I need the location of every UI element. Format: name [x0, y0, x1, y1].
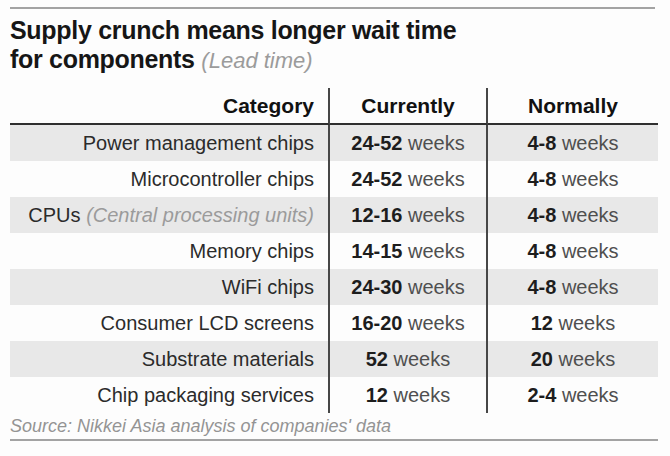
- normally-unit: weeks: [562, 240, 619, 262]
- normally-unit: weeks: [562, 384, 619, 406]
- category-label: CPUs: [28, 204, 80, 226]
- currently-value: 12-16: [351, 204, 402, 226]
- lead-time-table: Category Currently Normally Power manage…: [10, 88, 658, 413]
- category-cell: Memory chips: [10, 233, 330, 269]
- column-header-normally: Normally: [488, 88, 658, 125]
- chart-title: Supply crunch means longer wait timefor …: [10, 16, 456, 75]
- category-cell: CPUs (Central processing units): [10, 197, 330, 233]
- category-label: Memory chips: [190, 240, 314, 262]
- table-row-power-management-chips: Power management chips 24-52 weeks 4-8 w…: [10, 125, 658, 161]
- currently-unit: weeks: [408, 204, 465, 226]
- table-row-microcontroller-chips: Microcontroller chips 24-52 weeks 4-8 we…: [10, 161, 658, 197]
- normally-unit: weeks: [562, 204, 619, 226]
- source-note: Source: Nikkei Asia analysis of companie…: [10, 416, 391, 437]
- bottom-rule: [10, 439, 658, 441]
- category-label: Consumer LCD screens: [101, 312, 314, 334]
- normally-cell: 4-8 weeks: [488, 197, 658, 233]
- currently-cell: 52 weeks: [330, 341, 488, 377]
- currently-value: 24-52: [351, 168, 402, 190]
- normally-cell: 4-8 weeks: [488, 161, 658, 197]
- currently-value: 24-30: [351, 276, 402, 298]
- currently-value: 24-52: [351, 132, 402, 154]
- category-label: Microcontroller chips: [131, 168, 314, 190]
- currently-value: 16-20: [351, 312, 402, 334]
- category-cell: Chip packaging services: [10, 377, 330, 413]
- normally-value: 2-4: [527, 384, 556, 406]
- currently-cell: 12 weeks: [330, 377, 488, 413]
- normally-cell: 12 weeks: [488, 305, 658, 341]
- lead-time-infographic: Supply crunch means longer wait timefor …: [0, 0, 670, 456]
- currently-cell: 24-52 weeks: [330, 161, 488, 197]
- currently-unit: weeks: [408, 276, 465, 298]
- column-header-currently: Currently: [330, 88, 488, 125]
- normally-value: 20: [531, 348, 553, 370]
- table-row-cpus: CPUs (Central processing units) 12-16 we…: [10, 197, 658, 233]
- currently-unit: weeks: [408, 132, 465, 154]
- currently-cell: 14-15 weeks: [330, 233, 488, 269]
- table-row-consumer-lcd-screens: Consumer LCD screens 16-20 weeks 12 week…: [10, 305, 658, 341]
- chart-subtitle: (Lead time): [201, 48, 312, 73]
- normally-value: 4-8: [527, 204, 556, 226]
- normally-cell: 2-4 weeks: [488, 377, 658, 413]
- table-row-substrate-materials: Substrate materials 52 weeks 20 weeks: [10, 341, 658, 377]
- category-cell: WiFi chips: [10, 269, 330, 305]
- currently-unit: weeks: [394, 384, 451, 406]
- category-label: Substrate materials: [142, 348, 314, 370]
- normally-unit: weeks: [562, 132, 619, 154]
- currently-value: 52: [366, 348, 388, 370]
- table-row-memory-chips: Memory chips 14-15 weeks 4-8 weeks: [10, 233, 658, 269]
- column-header-category: Category: [10, 88, 330, 125]
- top-rule: [10, 7, 655, 9]
- category-cell: Microcontroller chips: [10, 161, 330, 197]
- normally-unit: weeks: [559, 348, 616, 370]
- normally-unit: weeks: [562, 276, 619, 298]
- normally-value: 4-8: [527, 168, 556, 190]
- normally-cell: 4-8 weeks: [488, 125, 658, 161]
- currently-value: 12: [366, 384, 388, 406]
- category-cell: Consumer LCD screens: [10, 305, 330, 341]
- currently-unit: weeks: [408, 240, 465, 262]
- category-cell: Substrate materials: [10, 341, 330, 377]
- normally-cell: 4-8 weeks: [488, 233, 658, 269]
- table-row-chip-packaging-services: Chip packaging services 12 weeks 2-4 wee…: [10, 377, 658, 413]
- currently-cell: 24-30 weeks: [330, 269, 488, 305]
- normally-cell: 20 weeks: [488, 341, 658, 377]
- normally-unit: weeks: [559, 312, 616, 334]
- normally-value: 12: [531, 312, 553, 334]
- currently-value: 14-15: [351, 240, 402, 262]
- currently-unit: weeks: [408, 168, 465, 190]
- category-label: Power management chips: [83, 132, 314, 154]
- normally-value: 4-8: [527, 240, 556, 262]
- normally-value: 4-8: [527, 276, 556, 298]
- category-cell: Power management chips: [10, 125, 330, 161]
- normally-cell: 4-8 weeks: [488, 269, 658, 305]
- normally-unit: weeks: [562, 168, 619, 190]
- currently-cell: 24-52 weeks: [330, 125, 488, 161]
- currently-cell: 12-16 weeks: [330, 197, 488, 233]
- currently-unit: weeks: [408, 312, 465, 334]
- currently-cell: 16-20 weeks: [330, 305, 488, 341]
- category-note: (Central processing units): [86, 204, 314, 226]
- category-label: WiFi chips: [222, 276, 314, 298]
- title-line1: Supply crunch means longer wait time: [10, 16, 456, 44]
- normally-value: 4-8: [527, 132, 556, 154]
- category-label: Chip packaging services: [97, 384, 314, 406]
- currently-unit: weeks: [394, 348, 451, 370]
- title-line2: for components: [10, 45, 195, 73]
- table-row-wifi-chips: WiFi chips 24-30 weeks 4-8 weeks: [10, 269, 658, 305]
- table-header-row: Category Currently Normally: [10, 88, 658, 125]
